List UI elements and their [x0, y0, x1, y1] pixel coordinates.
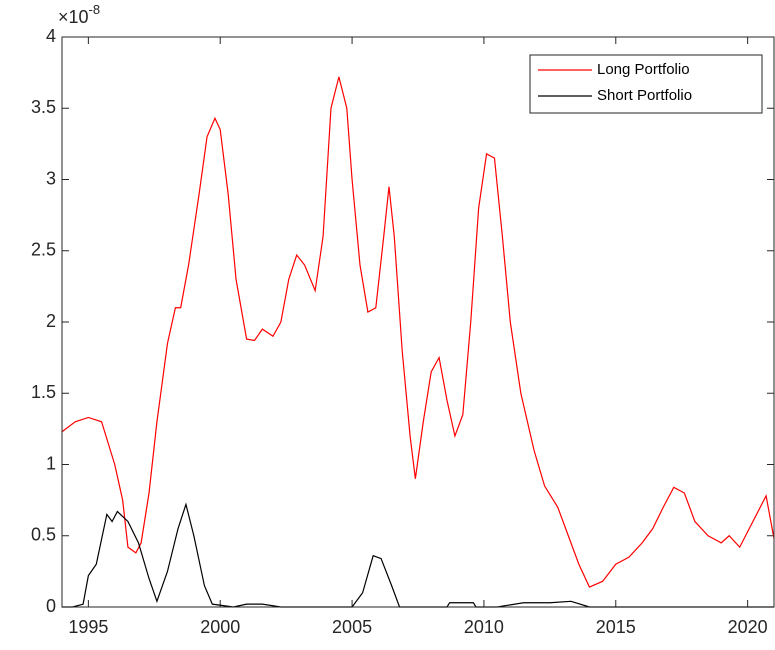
- legend-label: Short Portfolio: [597, 87, 692, 104]
- plot-area: [62, 37, 774, 607]
- y-tick-label: 2.5: [31, 240, 56, 260]
- axes-box: [61, 36, 775, 608]
- y-tick-label: 4: [46, 26, 56, 46]
- y-tick-label: 0.5: [31, 525, 56, 545]
- x-tick-label: 2015: [596, 617, 636, 637]
- axis-multiplier: ×10-8: [58, 2, 100, 26]
- y-tick-label: 3.5: [31, 97, 56, 117]
- y-tick-label: 3: [46, 168, 56, 188]
- legend: Long Portfolio Short Portfolio: [529, 54, 763, 114]
- x-tick-label: 1995: [68, 617, 108, 637]
- series-line: [62, 502, 774, 608]
- y-tick-label: 1.5: [31, 382, 56, 402]
- y-tick-label: 0: [46, 596, 56, 616]
- legend-box: [529, 54, 763, 114]
- y-tick-label: 2: [46, 311, 56, 331]
- x-tick-label: 2010: [464, 617, 504, 637]
- legend-label: Long Portfolio: [597, 61, 690, 78]
- multiplier-exponent: -8: [89, 2, 101, 17]
- x-tick-label: 2000: [200, 617, 240, 637]
- multiplier-base: ×10: [58, 7, 89, 27]
- x-tick-label: 2005: [332, 617, 372, 637]
- y-tick-label: 1: [46, 453, 56, 473]
- series-line: [61, 76, 775, 588]
- x-tick-label: 2020: [728, 617, 768, 637]
